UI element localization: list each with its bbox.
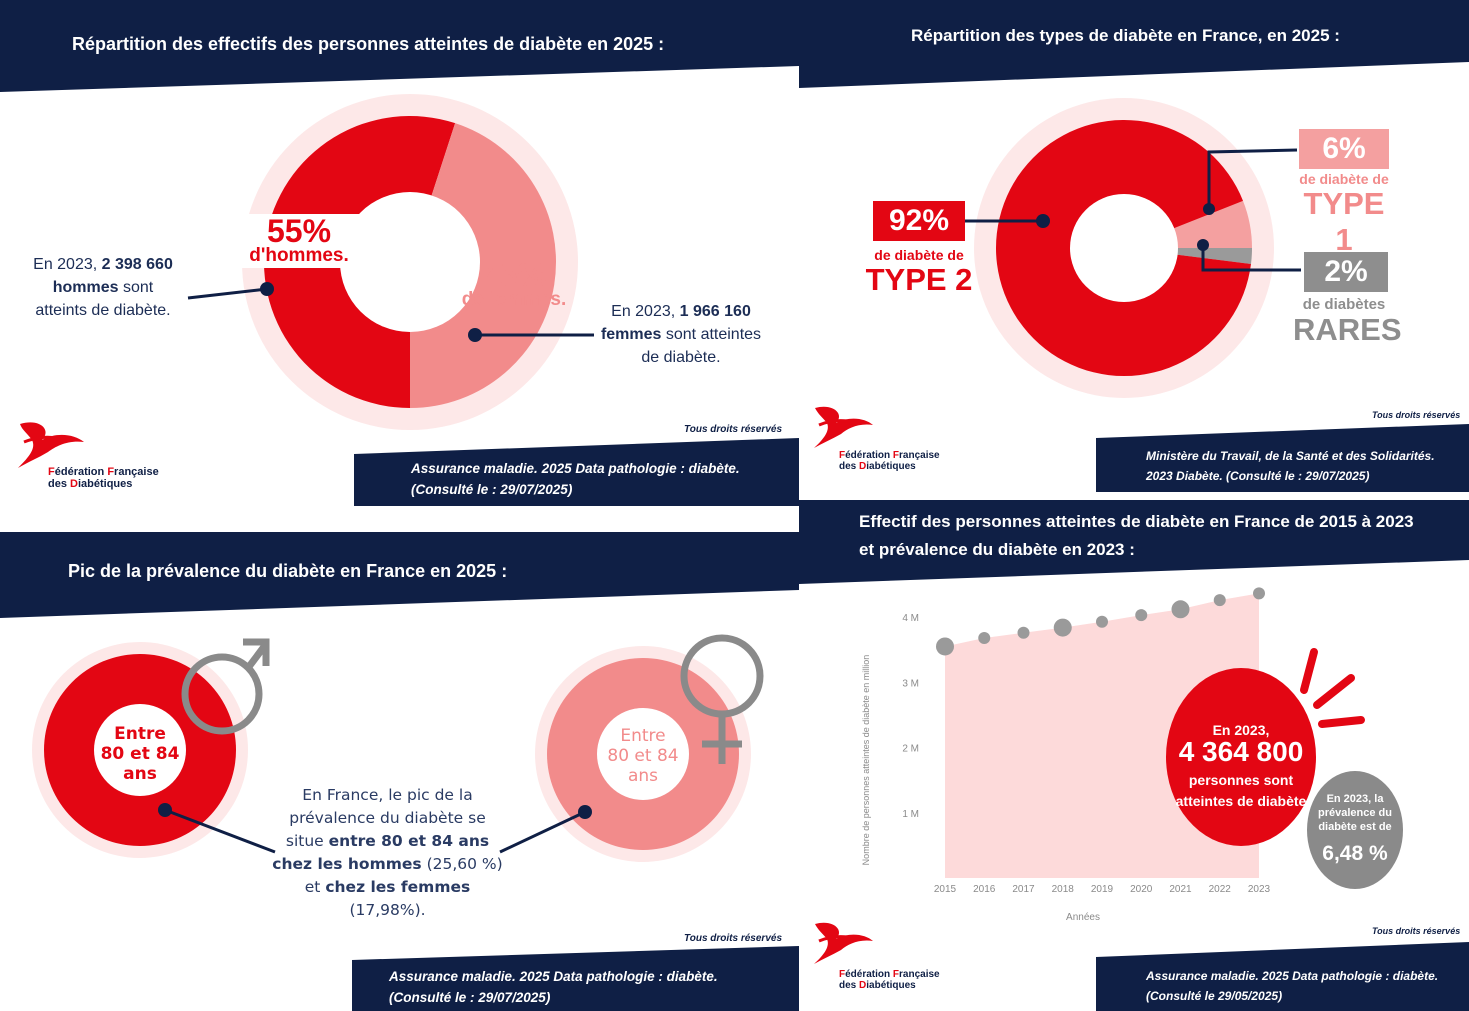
callout-year: En 2023, (1212, 722, 1270, 738)
prevalence-caption: En 2023, la prévalence du diabète est de (1318, 793, 1392, 833)
type2-pointer-dot (1036, 214, 1050, 228)
data-point-2020 (1135, 609, 1148, 622)
rights-notice: Tous droits réservés (1372, 410, 1461, 420)
type1-pointer-line (1207, 148, 1298, 209)
ffd-logo-mark (814, 406, 873, 448)
source-citation: Ministère du Travail, de la Santé et des… (1146, 449, 1435, 483)
women-pointer-dot (468, 328, 482, 342)
women-percent-caption: de femmes. (461, 289, 567, 310)
x-axis-title: Années (1066, 912, 1100, 923)
source-citation: Assurance maladie. 2025 Data pathologie … (411, 461, 740, 497)
evolution-title: Effectif des personnes atteintes de diab… (859, 512, 1414, 559)
panel-gender-distribution: Répartition des effectifs des personnes … (0, 0, 799, 532)
men-count-note: En 2023, 2 398 660 hommes sont atteints … (33, 256, 173, 319)
donut-slice-femmes (410, 123, 556, 408)
data-point-2017 (1017, 626, 1030, 639)
evolution-area-chart: 1 M 2 M 3 M 4 M 2015 2016 2017 2018 2019 2020 202… (861, 587, 1271, 923)
ffd-logo-text: Fédération Française des Diabétiques (839, 450, 940, 472)
ffd-logo: Fédération Française des Diabétiques (809, 914, 940, 991)
y-tick-label: 4 M (902, 613, 919, 624)
male-symbol-icon (181, 638, 270, 735)
x-tick-label: 2019 (1091, 884, 1114, 895)
gender-banner-shape (0, 0, 799, 92)
ffd-logo-text: Fédération Française des Diabétiques (839, 969, 940, 991)
x-tick-label: 2021 (1169, 884, 1192, 895)
data-point-2023 (1253, 587, 1265, 600)
y-tick-label: 3 M (902, 678, 919, 689)
panel-prevalence-peak: Pic de la prévalence du diabète en Franc… (0, 532, 799, 1011)
ffd-logo-mark (18, 422, 84, 468)
women-age-label: Entre 80 et 84 ans (607, 726, 679, 786)
type2-name: TYPE 2 (865, 262, 973, 297)
ffd-logo-mark (814, 922, 873, 964)
data-point-2018 (1053, 618, 1072, 637)
ffd-logo: Fédération Française des Diabétiques (12, 412, 159, 490)
men-pointer-dot (158, 803, 172, 817)
source-citation: Assurance maladie. 2025 Data pathologie … (389, 969, 718, 1005)
x-tick-label: 2020 (1130, 884, 1153, 895)
data-point-2015 (936, 637, 954, 656)
y-axis-title: Nombre de personnes atteintes de diabète… (861, 655, 871, 866)
data-point-2021 (1171, 600, 1190, 619)
ffd-logo-text: Fédération Française des Diabétiques (48, 466, 159, 490)
women-pointer-line (499, 810, 586, 854)
peak-illustration (32, 634, 764, 862)
donut-hole (1070, 194, 1178, 302)
source-citation: Assurance maladie. 2025 Data pathologie … (1146, 969, 1439, 1003)
rare-caption: de diabètes (1302, 296, 1386, 313)
data-point-2019 (1096, 615, 1108, 628)
rare-pointer-line (1201, 245, 1301, 272)
panel-diabetes-types: Répartition des types de diabète en Fran… (799, 0, 1469, 500)
men-pointer-line (164, 808, 276, 854)
y-tick-label: 1 M (902, 809, 919, 820)
rare-pointer-dot (1197, 239, 1209, 251)
peak-title: Pic de la prévalence du diabète en Franc… (68, 561, 508, 581)
callout-count: 4 364 800 (1178, 736, 1304, 767)
type1-name: TYPE 1 (1303, 186, 1385, 257)
men-percent-label: 55% (266, 213, 332, 249)
peak-banner-shape (0, 532, 799, 618)
types-chart-title: Répartition des types de diabète en Fran… (911, 26, 1340, 45)
x-tick-label: 2022 (1209, 884, 1232, 895)
types-banner-shape (799, 0, 1469, 88)
women-count-note: En 2023, 1 966 160 femmes sont atteintes… (600, 303, 762, 366)
rare-percent-label: 2% (1304, 252, 1388, 292)
female-symbol-icon (680, 634, 764, 764)
prevalence-value: 6,48 % (1322, 842, 1388, 865)
x-tick-label: 2023 (1248, 884, 1271, 895)
type1-pointer-dot (1203, 203, 1215, 215)
panel-evolution: Effectif des personnes atteintes de diab… (799, 500, 1469, 1011)
men-pointer-line (187, 287, 268, 300)
rights-notice: Tous droits réservés (684, 933, 783, 944)
type2-percent-label: 92% (873, 201, 965, 241)
women-pointer-dot (578, 805, 592, 819)
ffd-logo: Fédération Française des Diabétiques (809, 398, 940, 472)
women-circle-center (597, 708, 689, 800)
type2-caption: de diabète de (874, 247, 964, 263)
women-percent-label: 45% (481, 257, 547, 293)
x-tick-label: 2016 (973, 884, 996, 895)
donut-hole (340, 192, 480, 332)
rights-notice: Tous droits réservés (684, 424, 783, 435)
data-point-2016 (978, 632, 991, 644)
x-tick-label: 2015 (934, 884, 957, 895)
men-pointer-dot (260, 282, 274, 296)
x-tick-label: 2017 (1012, 884, 1035, 895)
peak-note: En France, le pic de la prévalence du di… (272, 786, 503, 919)
evolution-banner-shape (799, 500, 1469, 584)
gender-chart-title: Répartition des effectifs des personnes … (72, 34, 665, 54)
men-age-label: Entre 80 et 84 ans (100, 724, 180, 784)
x-tick-label: 2018 (1052, 884, 1075, 895)
data-point-2022 (1213, 594, 1226, 607)
types-donut-chart (965, 98, 1301, 398)
rights-notice: Tous droits réservés (1372, 926, 1461, 936)
type1-percent-label: 6% (1299, 129, 1389, 169)
callout-caption: personnes sont atteintes de diabète (1175, 772, 1307, 809)
gender-donut-chart (187, 94, 594, 430)
men-percent-caption: d'hommes. (249, 245, 349, 266)
rare-name: RARES (1293, 312, 1402, 347)
y-tick-label: 2 M (902, 744, 919, 755)
men-circle-center (94, 704, 186, 796)
type1-caption: de diabète de (1299, 171, 1389, 187)
